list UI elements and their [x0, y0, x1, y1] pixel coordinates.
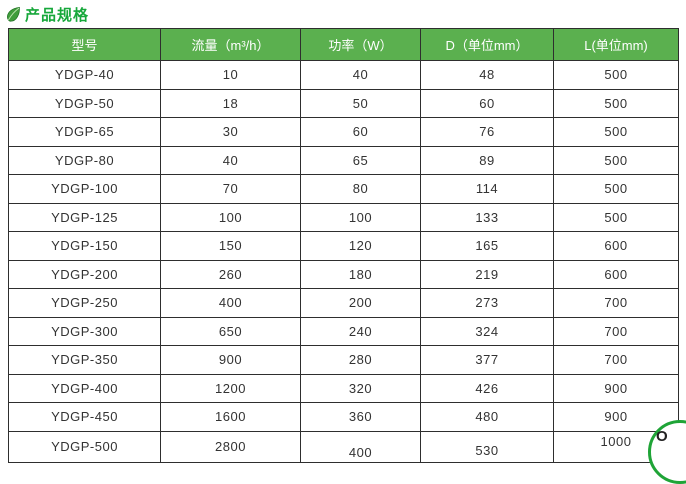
cell-model: YDGP-400 — [8, 373, 161, 403]
table-row: YDGP-450 1600 360 480 900 — [8, 402, 679, 432]
cell-model: YDGP-150 — [8, 231, 161, 261]
cell-model: YDGP-50 — [8, 88, 161, 118]
table-row: YDGP-200 260 180 219 600 — [8, 259, 679, 289]
cell-power: 60 — [300, 117, 421, 147]
column-header-model: 型号 — [8, 28, 161, 61]
column-header-power: 功率（W） — [300, 28, 421, 61]
cell-l: 500 — [553, 88, 679, 118]
table-row: YDGP-40 10 40 48 500 — [8, 60, 679, 90]
cell-power: 200 — [300, 288, 421, 318]
cell-flow: 1600 — [160, 402, 301, 432]
cell-flow: 70 — [160, 174, 301, 204]
table-row: YDGP-300 650 240 324 700 — [8, 316, 679, 346]
cell-d: 89 — [420, 145, 554, 175]
cell-d: 60 — [420, 88, 554, 118]
cell-power: 100 — [300, 202, 421, 232]
table-row: YDGP-80 40 65 89 500 — [8, 145, 679, 175]
table-row: YDGP-400 1200 320 426 900 — [8, 373, 679, 403]
cell-power: 400 — [300, 430, 421, 463]
cell-power: 50 — [300, 88, 421, 118]
cell-l: 500 — [553, 202, 679, 232]
table-row: YDGP-65 30 60 76 500 — [8, 117, 679, 147]
cell-d: 273 — [420, 288, 554, 318]
cell-d: 48 — [420, 60, 554, 90]
cell-d: 480 — [420, 402, 554, 432]
cell-power: 280 — [300, 345, 421, 375]
cell-model: YDGP-200 — [8, 259, 161, 289]
cell-model: YDGP-100 — [8, 174, 161, 204]
section-title: 产品规格 — [0, 0, 686, 28]
cell-model: YDGP-65 — [8, 117, 161, 147]
cell-flow: 30 — [160, 117, 301, 147]
cell-model: YDGP-500 — [8, 430, 161, 463]
table-row: YDGP-150 150 120 165 600 — [8, 231, 679, 261]
cell-l: 700 — [553, 288, 679, 318]
cell-power: 240 — [300, 316, 421, 346]
cell-flow: 150 — [160, 231, 301, 261]
table-row: YDGP-100 70 80 114 500 — [8, 174, 679, 204]
cell-model: YDGP-450 — [8, 402, 161, 432]
table-header: 型号 流量（m³/h） 功率（W） D（单位mm） L(单位mm) — [8, 28, 679, 61]
cell-power: 360 — [300, 402, 421, 432]
table-row: YDGP-125 100 100 133 500 — [8, 202, 679, 232]
spec-table: 型号 流量（m³/h） 功率（W） D（单位mm） L(单位mm) YDGP-40 10 4… — [8, 28, 679, 463]
cell-flow: 100 — [160, 202, 301, 232]
cell-flow: 1200 — [160, 373, 301, 403]
cell-l: 700 — [553, 345, 679, 375]
cell-d: 426 — [420, 373, 554, 403]
table-body: YDGP-40 10 40 48 500 YDGP-50 18 50 60 500 YDGP-65 3… — [8, 60, 679, 463]
cell-d: 76 — [420, 117, 554, 147]
cell-model: YDGP-80 — [8, 145, 161, 175]
cell-model: YDGP-300 — [8, 316, 161, 346]
cell-flow: 900 — [160, 345, 301, 375]
cell-power: 180 — [300, 259, 421, 289]
corner-seal-glyph: O — [656, 428, 668, 445]
cell-l: 900 — [553, 373, 679, 403]
cell-model: YDGP-250 — [8, 288, 161, 318]
cell-power: 80 — [300, 174, 421, 204]
cell-flow: 400 — [160, 288, 301, 318]
cell-l: 900 — [553, 402, 679, 432]
cell-d: 377 — [420, 345, 554, 375]
cell-d: 133 — [420, 202, 554, 232]
column-header-flow: 流量（m³/h） — [160, 28, 301, 61]
cell-d: 165 — [420, 231, 554, 261]
table-header-row: 型号 流量（m³/h） 功率（W） D（单位mm） L(单位mm) — [8, 28, 679, 61]
table-row: YDGP-250 400 200 273 700 — [8, 288, 679, 318]
page-title: 产品规格 — [25, 6, 90, 24]
cell-l: 500 — [553, 60, 679, 90]
cell-d: 530 — [420, 430, 554, 463]
cell-model: YDGP-125 — [8, 202, 161, 232]
cell-flow: 18 — [160, 88, 301, 118]
cell-flow: 40 — [160, 145, 301, 175]
cell-flow: 2800 — [160, 430, 301, 463]
cell-l: 500 — [553, 117, 679, 147]
cell-l: 500 — [553, 174, 679, 204]
column-header-d: D（单位mm） — [420, 28, 554, 61]
cell-model: YDGP-350 — [8, 345, 161, 375]
cell-d: 324 — [420, 316, 554, 346]
cell-power: 120 — [300, 231, 421, 261]
cell-power: 320 — [300, 373, 421, 403]
column-header-l: L(单位mm) — [553, 28, 679, 61]
cell-model: YDGP-40 — [8, 60, 161, 90]
leaf-icon — [7, 6, 20, 22]
cell-l: 500 — [553, 145, 679, 175]
cell-flow: 260 — [160, 259, 301, 289]
cell-flow: 650 — [160, 316, 301, 346]
table-row: YDGP-350 900 280 377 700 — [8, 345, 679, 375]
table-row: YDGP-50 18 50 60 500 — [8, 88, 679, 118]
cell-l: 600 — [553, 259, 679, 289]
cell-flow: 10 — [160, 60, 301, 90]
table-row: YDGP-500 2800 400 530 1000 — [8, 430, 679, 463]
cell-d: 114 — [420, 174, 554, 204]
cell-l: 700 — [553, 316, 679, 346]
cell-power: 65 — [300, 145, 421, 175]
cell-d: 219 — [420, 259, 554, 289]
cell-l: 600 — [553, 231, 679, 261]
cell-power: 40 — [300, 60, 421, 90]
